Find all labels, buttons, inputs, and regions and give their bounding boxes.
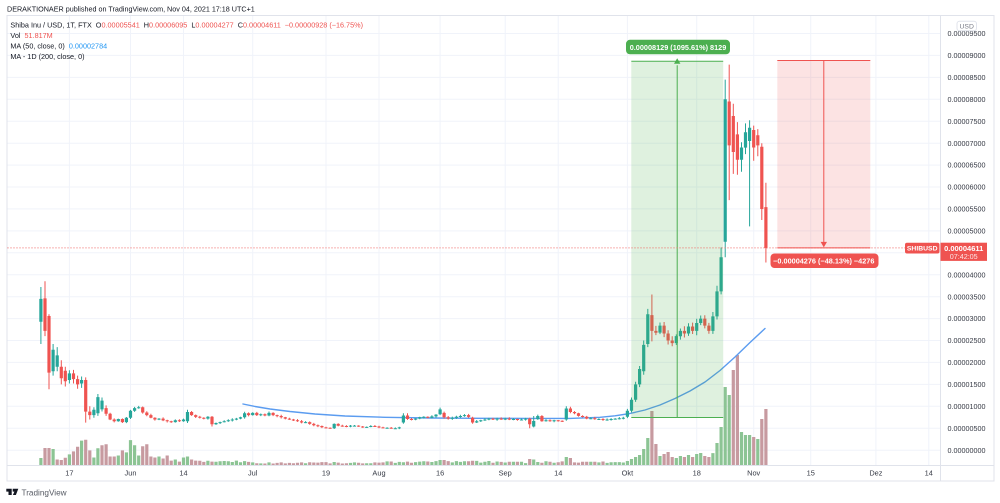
svg-text:Jul: Jul [248, 468, 258, 477]
svg-text:14: 14 [179, 468, 187, 477]
svg-text:Vol 51.817M: Vol 51.817M [10, 31, 52, 40]
svg-text:0.00007000: 0.00007000 [948, 139, 986, 148]
svg-text:Dez: Dez [869, 468, 882, 477]
svg-text:0.00004611: 0.00004611 [944, 244, 983, 253]
svg-text:0.00008500: 0.00008500 [948, 73, 986, 82]
svg-text:0.00009000: 0.00009000 [948, 51, 986, 60]
svg-text:17: 17 [65, 468, 73, 477]
svg-text:0.00009500: 0.00009500 [948, 29, 986, 38]
svg-text:USD: USD [960, 23, 974, 30]
svg-text:0.00007500: 0.00007500 [948, 117, 986, 126]
svg-text:Jun: Jun [125, 468, 137, 477]
svg-text:0.00005500: 0.00005500 [948, 205, 986, 214]
svg-text:DERAKTIONAER published on Trad: DERAKTIONAER published on TradingView.co… [7, 5, 255, 14]
svg-text:Shiba Inu / USD, 1T, FTX O0.0: Shiba Inu / USD, 1T, FTX O0.00005541 H0.… [10, 21, 363, 30]
svg-text:TradingView: TradingView [22, 488, 67, 497]
svg-text:0.00001500: 0.00001500 [948, 380, 986, 389]
svg-text:0.00008000: 0.00008000 [948, 95, 986, 104]
svg-text:Aug: Aug [372, 468, 385, 477]
svg-text:16: 16 [436, 468, 444, 477]
svg-text:0.00008129 (1095.61%) 8129: 0.00008129 (1095.61%) 8129 [630, 43, 727, 52]
svg-text:14: 14 [554, 468, 562, 477]
svg-text:14: 14 [925, 468, 933, 477]
svg-text:0.00005000: 0.00005000 [948, 227, 986, 236]
svg-text:0.00001000: 0.00001000 [948, 402, 986, 411]
svg-text:15: 15 [807, 468, 815, 477]
svg-text:0.00006000: 0.00006000 [948, 183, 986, 192]
svg-text:−0.00004276 (−48.13%) −4276: −0.00004276 (−48.13%) −4276 [773, 257, 874, 266]
svg-text:Okt: Okt [622, 468, 634, 477]
svg-text:0.00004000: 0.00004000 [948, 270, 986, 279]
svg-text:19: 19 [322, 468, 330, 477]
svg-text:0.00002000: 0.00002000 [948, 358, 986, 367]
svg-text:0.00000500: 0.00000500 [948, 424, 986, 433]
svg-text:18: 18 [693, 468, 701, 477]
svg-text:0.00003500: 0.00003500 [948, 292, 986, 301]
svg-text:0.00000000: 0.00000000 [948, 446, 986, 455]
svg-text:Sep: Sep [499, 468, 512, 477]
svg-text:SHIBUSD: SHIBUSD [907, 246, 938, 253]
svg-text:Nov: Nov [747, 468, 760, 477]
svg-text:0.00002500: 0.00002500 [948, 336, 986, 345]
svg-text:07:42:05: 07:42:05 [950, 252, 978, 261]
svg-text:0.00006500: 0.00006500 [948, 161, 986, 170]
svg-text:0.00003000: 0.00003000 [948, 314, 986, 323]
svg-text:MA (50, close, 0) 0.00002784: MA (50, close, 0) 0.00002784 [10, 41, 107, 50]
svg-text:MA - 1D (200, close, 0): MA - 1D (200, close, 0) [10, 52, 84, 61]
